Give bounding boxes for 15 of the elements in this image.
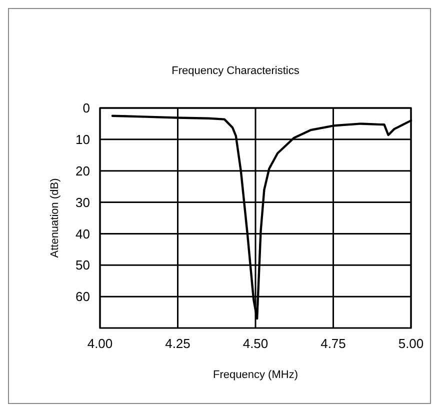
x-tick-label: 4.75 <box>320 336 346 351</box>
y-tick-label: 20 <box>76 163 90 178</box>
x-tick-label: 4.25 <box>165 336 190 351</box>
x-tick-label: 4.50 <box>242 336 268 351</box>
y-tick-label: 50 <box>76 258 90 273</box>
y-tick-label: 30 <box>76 194 90 210</box>
y-axis-title: Attenuation (dB) <box>49 178 61 258</box>
y-tick-label: 0 <box>82 100 90 116</box>
chart-title: Frequency Characteristics <box>172 65 300 77</box>
y-tick-label: 10 <box>76 132 90 147</box>
x-tick-label: 5.00 <box>398 336 424 351</box>
y-tick-label: 60 <box>76 289 90 304</box>
x-axis-title: Frequency (MHz) <box>213 369 298 381</box>
y-tick-label: 40 <box>76 226 90 242</box>
x-tick-label: 4.00 <box>87 336 113 351</box>
